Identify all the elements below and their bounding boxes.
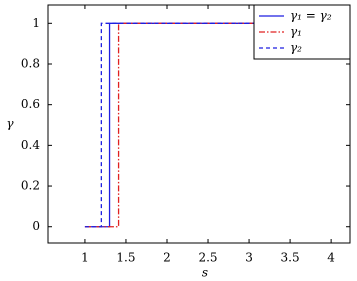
- plot-frame: [47, 4, 351, 244]
- legend-box: [253, 4, 351, 60]
- y-tick-label: 0.4: [21, 138, 40, 152]
- x-tick-label: 3.5: [281, 251, 300, 265]
- x-axis-label: s: [202, 266, 208, 280]
- y-axis-label: γ: [6, 117, 14, 131]
- y-tick-label: 0: [32, 219, 40, 233]
- y-tick-label: 0.2: [21, 179, 40, 193]
- x-tick-label: 4: [327, 251, 335, 265]
- series-line: [84, 22, 348, 228]
- legend-label: γ₁ = γ₂: [290, 9, 332, 23]
- x-tick-label: 2.5: [198, 251, 217, 265]
- y-tick-label: 1: [32, 16, 40, 30]
- x-tick-label: 1: [81, 251, 89, 265]
- x-tick-label: 2: [163, 251, 171, 265]
- x-tick-label: 1.5: [116, 251, 135, 265]
- legend-label: γ₂: [290, 41, 302, 55]
- y-tick-label: 0.8: [21, 56, 40, 70]
- x-tick-label: 3: [245, 251, 253, 265]
- legend-label: γ₁: [290, 25, 302, 39]
- y-tick-label: 0.6: [21, 97, 40, 111]
